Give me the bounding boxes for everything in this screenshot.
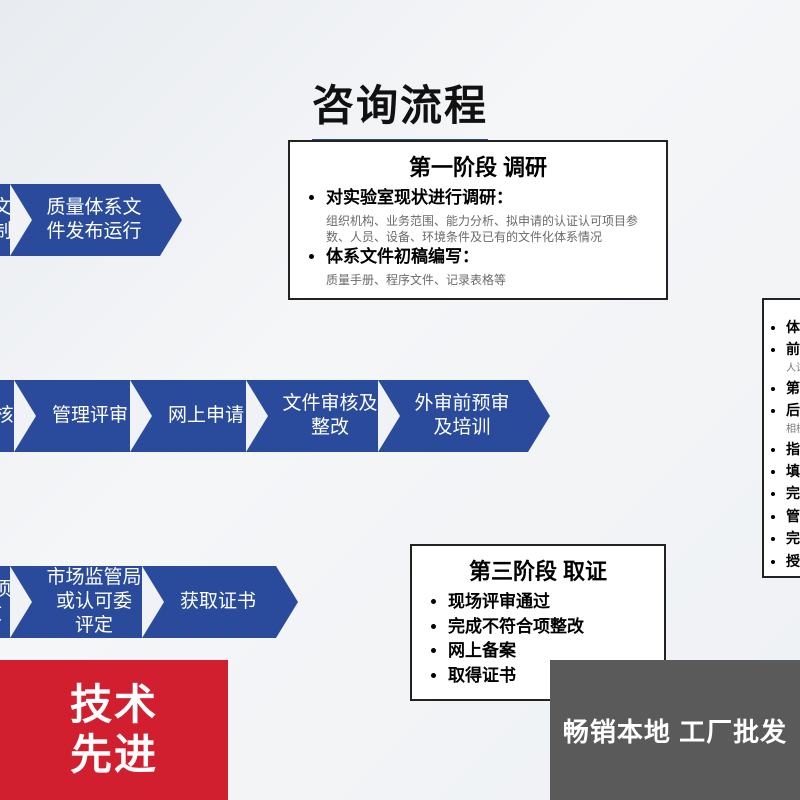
right-cut-bullet: 完 bbox=[786, 482, 800, 504]
right-cut-bullet: 第 bbox=[786, 377, 800, 399]
phase-bullet-sub: 质量手册、程序文件、记录表格等 bbox=[326, 272, 652, 288]
phase-bullet: 体系文件初稿编写：质量手册、程序文件、记录表格等 bbox=[326, 245, 652, 288]
right-cut-bullet: 完 bbox=[786, 527, 800, 549]
flow-row-1: 体系文 计编制质量体系文 件发布运行 bbox=[0, 184, 142, 256]
page-title: 咨询流程 bbox=[312, 72, 488, 144]
right-cut-bullet: 体 bbox=[786, 316, 800, 338]
flow-step: 文件审核及 整改 bbox=[246, 380, 396, 452]
flow-row-2: 部审核管理评审网上申请文件审核及 整改外审前预审 及培训 bbox=[0, 380, 510, 452]
flow-row-3: 符合项 改改市场监管局 或认可委 评定获取证书 bbox=[0, 566, 258, 638]
phase-bullet-sub: 组织机构、业务范围、能力分析、拟申请的认证认可项目参数、人员、设备、环境条件及已… bbox=[326, 213, 652, 245]
phase-box-right-cut: 体前人试第后相核指填完管完授现 bbox=[762, 298, 800, 578]
right-cut-list: 体前人试第后相核指填完管完授现 bbox=[772, 316, 800, 578]
right-cut-sub: 人试 bbox=[786, 361, 800, 377]
flow-step: 获取证书 bbox=[142, 566, 276, 638]
right-cut-bullet: 后相核 bbox=[786, 399, 800, 437]
phase-bullet: 对实验室现状进行调研：组织机构、业务范围、能力分析、拟申请的认证认可项目参数、人… bbox=[326, 186, 652, 245]
red-slogan-box: 技术 先进 bbox=[0, 660, 228, 800]
phase-bullet: 完成不符合项整改 bbox=[448, 615, 650, 640]
flow-step: 外审前预审 及培训 bbox=[378, 380, 528, 452]
phase-title: 第一阶段 调研 bbox=[304, 150, 652, 182]
flow-step: 管理评审 bbox=[14, 380, 148, 452]
right-cut-bullet: 现 bbox=[786, 572, 800, 578]
phase-title: 第三阶段 取证 bbox=[426, 554, 650, 586]
flow-step: 市场监管局 或认可委 评定 bbox=[10, 566, 160, 638]
flow-step: 网上申请 bbox=[130, 380, 264, 452]
phase-box-1: 第一阶段 调研对实验室现状进行调研：组织机构、业务范围、能力分析、拟申请的认证认… bbox=[288, 140, 668, 300]
flow-step: 质量体系文 件发布运行 bbox=[10, 184, 160, 256]
right-cut-bullet: 管 bbox=[786, 505, 800, 527]
right-cut-bullet: 授 bbox=[786, 550, 800, 572]
phase-bullet: 现场评审通过 bbox=[448, 590, 650, 615]
footer-watermark: 畅销本地 工厂批发 bbox=[550, 660, 800, 800]
right-cut-bullet: 指 bbox=[786, 438, 800, 460]
page-title-wrap: 咨询流程 bbox=[0, 72, 800, 144]
red-line-2: 先进 bbox=[70, 730, 158, 780]
phase-bullet-list: 对实验室现状进行调研：组织机构、业务范围、能力分析、拟申请的认证认可项目参数、人… bbox=[304, 186, 652, 288]
right-cut-bullet: 填 bbox=[786, 460, 800, 482]
watermark-text: 畅销本地 工厂批发 bbox=[563, 712, 787, 749]
red-line-1: 技术 bbox=[70, 680, 158, 730]
right-cut-sub: 相核 bbox=[786, 422, 800, 438]
right-cut-bullet: 前人试 bbox=[786, 338, 800, 376]
red-slogan-text: 技术 先进 bbox=[70, 680, 158, 779]
